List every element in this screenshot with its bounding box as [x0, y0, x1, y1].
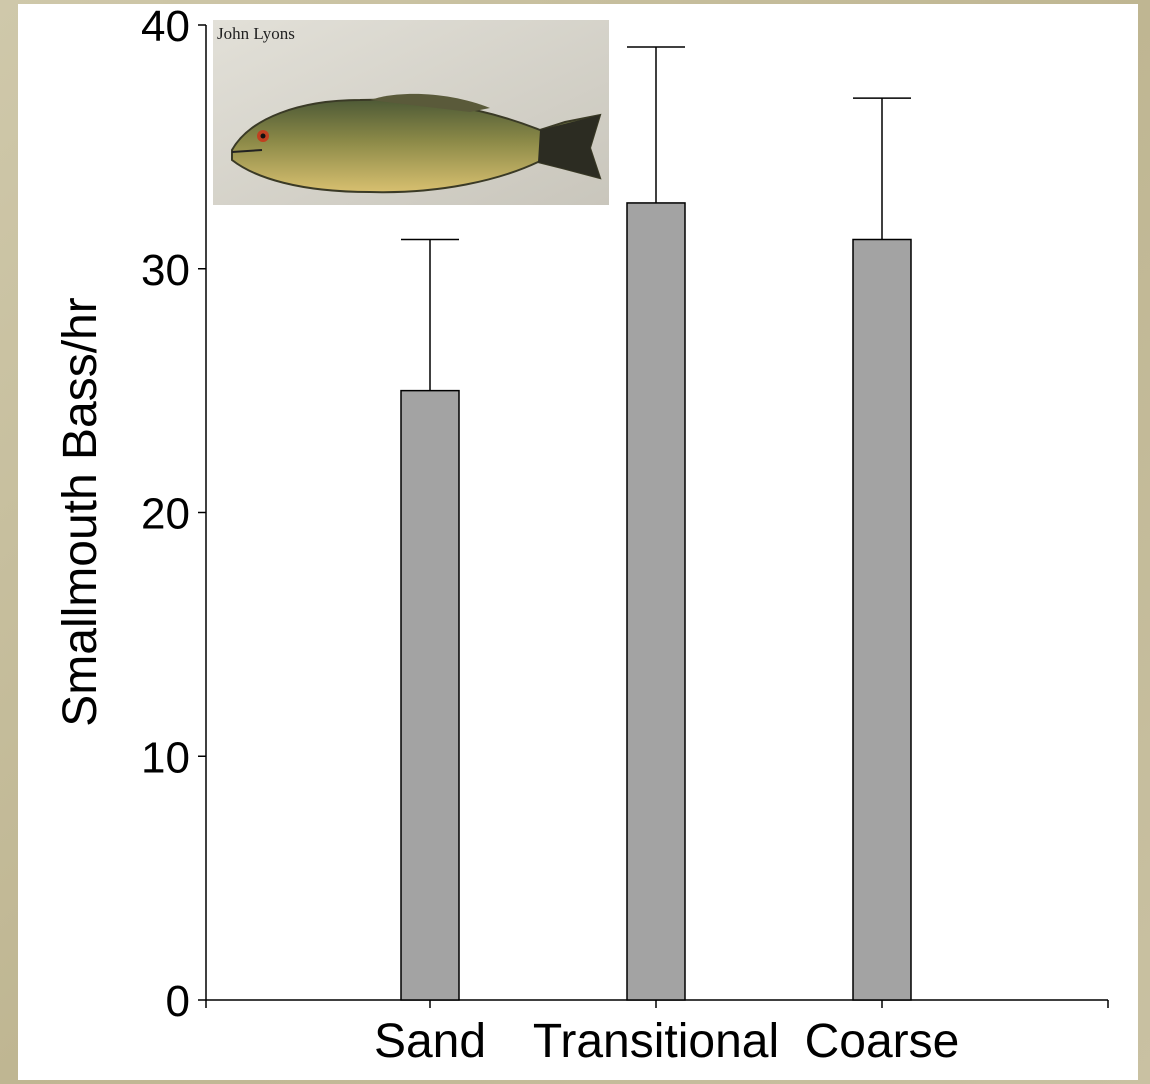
category-label-sand: Sand: [374, 1015, 486, 1068]
category-label-coarse: Coarse: [805, 1015, 960, 1068]
bar-transitional: [626, 202, 686, 1001]
y-tick-label: 40: [141, 2, 190, 51]
smallmouth-bass-icon: [231, 93, 602, 194]
y-tick-label: 10: [141, 733, 190, 782]
category-label-transitional: Transitional: [533, 1015, 779, 1068]
photo-credit: John Lyons: [217, 24, 295, 43]
y-axis-title: Smallmouth Bass/hr: [54, 297, 107, 727]
fish-photo: John Lyons: [213, 20, 609, 205]
y-tick-label: 30: [141, 246, 190, 295]
labels: 0 10 20 30 40 Sand Transitional Coarse Smallmout…: [54, 2, 959, 1068]
y-tick-label: 0: [166, 977, 190, 1026]
bar-sand: [400, 389, 460, 1001]
y-tick-label: 20: [141, 490, 190, 539]
bars: [400, 46, 912, 1001]
bar-coarse: [852, 238, 912, 1001]
